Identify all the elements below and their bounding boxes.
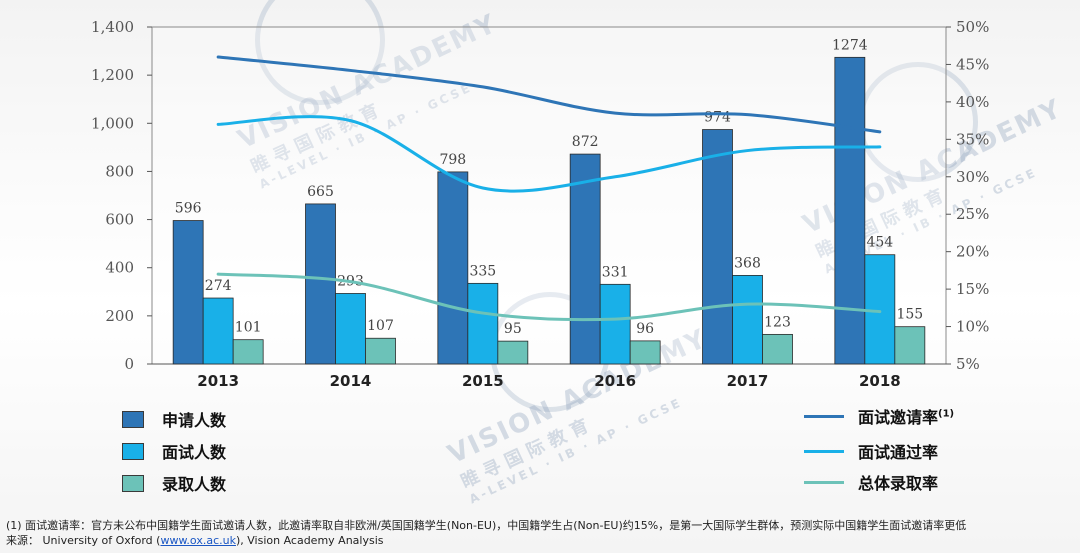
legend-item-offers: 录取人数 bbox=[122, 471, 226, 495]
legend-swatch-offers bbox=[122, 474, 144, 492]
source-suffix: ), Vision Academy Analysis bbox=[235, 534, 384, 547]
legend-label-invite-rate: 面试邀请率(1) bbox=[858, 408, 955, 427]
data-label-applications: 665 bbox=[307, 184, 334, 200]
bar-interviews bbox=[467, 282, 499, 365]
y-right-tick-label: 40% bbox=[956, 93, 989, 111]
y-left-tick-label: 600 bbox=[105, 211, 134, 229]
data-label-applications: 872 bbox=[572, 134, 599, 150]
bar-interviews bbox=[335, 293, 366, 365]
bar-interviews bbox=[599, 283, 631, 365]
data-label-offers: 155 bbox=[896, 307, 923, 323]
data-label-offers: 101 bbox=[235, 320, 262, 336]
data-label-interviews: 368 bbox=[734, 255, 761, 271]
y-right-tick-label: 45% bbox=[956, 55, 989, 73]
y-left-tick-label: 1,400 bbox=[91, 18, 134, 36]
data-label-offers: 123 bbox=[764, 314, 791, 330]
legend-swatch-interviews bbox=[122, 442, 144, 460]
data-label-offers: 107 bbox=[367, 318, 394, 334]
bar-offers bbox=[232, 339, 264, 365]
x-tick-label: 2017 bbox=[727, 372, 769, 390]
legend-item-overall-rate: 总体录取率 bbox=[804, 470, 938, 494]
y-right-tick-label: 5% bbox=[956, 355, 980, 373]
legend-label-overall-rate: 总体录取率 bbox=[858, 474, 939, 493]
legend-item-interviews: 面试人数 bbox=[122, 439, 226, 463]
legend-label-interviews: 面试人数 bbox=[162, 443, 227, 462]
bar-applications bbox=[172, 220, 204, 365]
bar-offers bbox=[629, 340, 661, 365]
bar-applications bbox=[437, 171, 469, 365]
y-right-tick-label: 35% bbox=[956, 130, 989, 148]
bar-interviews bbox=[732, 275, 763, 365]
data-label-applications: 596 bbox=[175, 201, 202, 217]
y-right-tick-label: 15% bbox=[956, 280, 989, 298]
bar-applications bbox=[569, 153, 601, 365]
legend-label-offers: 录取人数 bbox=[162, 475, 227, 494]
y-right-tick-label: 30% bbox=[956, 168, 989, 186]
y-right-tick-label: 50% bbox=[956, 18, 989, 36]
legend-swatch-applications bbox=[122, 410, 144, 428]
data-label-interviews: 335 bbox=[469, 263, 496, 279]
data-label-applications: 974 bbox=[704, 110, 731, 126]
x-tick-label: 2013 bbox=[197, 372, 239, 390]
data-label-interviews: 274 bbox=[205, 278, 232, 294]
data-label-interviews: 454 bbox=[866, 235, 893, 251]
bar-applications bbox=[305, 203, 336, 365]
y-right-tick-label: 20% bbox=[956, 243, 989, 261]
y-left-tick-label: 1,000 bbox=[91, 114, 134, 132]
legend-line-invite-rate bbox=[804, 414, 844, 418]
legend-line-pass-rate bbox=[804, 449, 844, 453]
legend-label-applications: 申请人数 bbox=[162, 411, 227, 430]
x-tick-label: 2015 bbox=[462, 372, 504, 390]
footnote-note: (1) 面试邀请率：官方未公布中国籍学生面试邀请人数，此邀请率取自非欧洲/英国国… bbox=[6, 519, 967, 532]
legend-line-overall-rate bbox=[804, 480, 844, 484]
data-label-applications: 1274 bbox=[832, 37, 868, 53]
y-right-tick-label: 10% bbox=[956, 318, 989, 336]
data-label-offers: 95 bbox=[504, 321, 522, 337]
bar-interviews bbox=[202, 297, 234, 365]
bar-applications bbox=[834, 56, 866, 365]
legend-item-pass-rate: 面试通过率 bbox=[804, 439, 938, 463]
bar-offers bbox=[365, 337, 396, 365]
bar-offers bbox=[762, 333, 793, 365]
source-prefix: 来源： University of Oxford ( bbox=[6, 534, 161, 547]
bar-applications bbox=[702, 129, 733, 365]
bar-offers bbox=[894, 326, 926, 365]
line-overall-rate bbox=[216, 272, 882, 322]
y-left-tick-label: 1,200 bbox=[91, 66, 134, 84]
bar-offers bbox=[497, 340, 529, 365]
line-invite-rate bbox=[216, 55, 882, 134]
x-tick-label: 2016 bbox=[594, 372, 636, 390]
y-left-tick-label: 800 bbox=[105, 162, 134, 180]
y-left-tick-label: 400 bbox=[105, 259, 134, 277]
plot-area bbox=[151, 26, 947, 365]
source-link[interactable]: www.ox.ac.uk bbox=[160, 534, 236, 547]
x-tick-label: 2014 bbox=[330, 372, 372, 390]
data-label-offers: 96 bbox=[636, 321, 654, 337]
bar-interviews bbox=[864, 254, 896, 365]
data-label-interviews: 331 bbox=[602, 264, 629, 280]
legend-item-applications: 申请人数 bbox=[122, 407, 226, 431]
legend-item-invite-rate: 面试邀请率(1) bbox=[804, 404, 954, 428]
y-left-tick-label: 0 bbox=[124, 355, 134, 373]
y-left-tick-label: 200 bbox=[105, 307, 134, 325]
legend-label-pass-rate: 面试通过率 bbox=[858, 443, 939, 462]
data-label-applications: 798 bbox=[439, 152, 466, 168]
line-pass-rate bbox=[216, 115, 882, 193]
footnote-source: 来源： University of Oxford (www.ox.ac.uk),… bbox=[6, 532, 384, 548]
y-right-tick-label: 25% bbox=[956, 205, 989, 223]
x-tick-label: 2018 bbox=[859, 372, 901, 390]
